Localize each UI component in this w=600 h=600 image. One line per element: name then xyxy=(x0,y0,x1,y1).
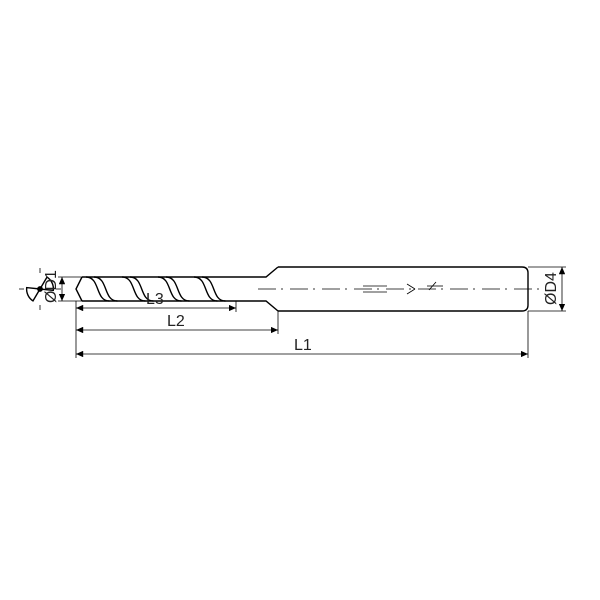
label-l3: L3 xyxy=(146,291,164,308)
label-l1: L1 xyxy=(294,337,312,354)
label-d4: ØD4 xyxy=(543,272,560,305)
dimension-lines: L3 L2 L1 ØD1 ØD4 xyxy=(43,267,566,358)
drill-dimension-drawing: L3 L2 L1 ØD1 ØD4 xyxy=(0,0,600,600)
label-d1: ØD1 xyxy=(43,270,60,303)
label-l2: L2 xyxy=(167,313,185,330)
